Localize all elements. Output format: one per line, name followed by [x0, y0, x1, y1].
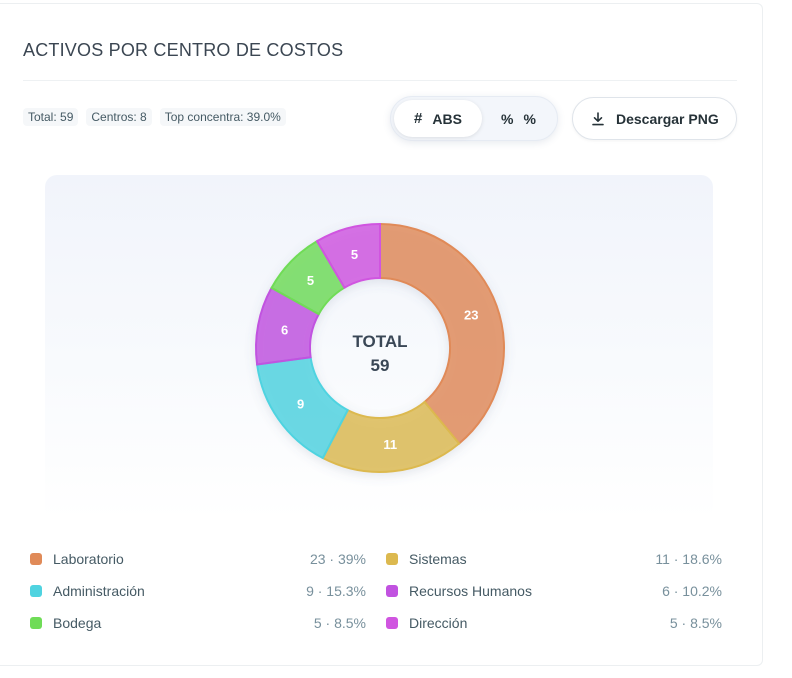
card-title: ACTIVOS POR CENTRO DE COSTOS: [23, 40, 344, 60]
legend-value: 9 · 15.3%: [306, 583, 366, 599]
legend-swatch: [30, 585, 42, 597]
legend-value: 5 · 8.5%: [669, 615, 722, 631]
percent-icon: %: [501, 110, 514, 127]
slice-label-bodega: 5: [307, 273, 314, 288]
download-png-button[interactable]: Descargar PNG: [572, 97, 737, 140]
title-divider: [23, 80, 737, 81]
download-label: Descargar PNG: [616, 110, 719, 127]
stats-row: Total: 59 Centros: 8 Top concentra: 39.0…: [23, 108, 286, 126]
legend-label: Dirección: [409, 615, 468, 631]
legend-value: 11 · 18.6%: [655, 551, 722, 567]
center-total-label: TOTAL: [352, 332, 407, 351]
legend-swatch: [386, 553, 398, 565]
legend-label: Administración: [53, 583, 145, 599]
legend-item-bodega[interactable]: Bodega 5 · 8.5%: [30, 612, 366, 634]
abs-label: ABS: [432, 110, 462, 127]
stat-top: Top concentra: 39.0%: [159, 108, 286, 126]
mode-toggle: # ABS % %: [390, 96, 558, 141]
slice-label-recursos-humanos: 6: [281, 323, 288, 338]
legend-item-recursos-humanos[interactable]: Recursos Humanos 6 · 10.2%: [386, 580, 722, 602]
chart-area: 23 11 9 6 5 5 TOTAL 59: [45, 175, 713, 520]
donut-chart: 23 11 9 6 5 5 TOTAL 59: [255, 222, 505, 473]
legend-label: Recursos Humanos: [409, 583, 532, 599]
legend-swatch: [386, 617, 398, 629]
legend-value: 6 · 10.2%: [662, 583, 722, 599]
legend-label: Laboratorio: [53, 551, 124, 567]
slice-label-sistemas: 11: [383, 437, 397, 452]
slice-label-direccion: 5: [351, 247, 358, 262]
hash-icon: #: [414, 110, 423, 127]
legend-value: 5 · 8.5%: [313, 615, 366, 631]
legend-item-laboratorio[interactable]: Laboratorio 23 · 39%: [30, 548, 366, 570]
legend-label: Sistemas: [409, 551, 467, 567]
slice-label-laboratorio: 23: [464, 308, 478, 323]
slice-direccion[interactable]: [315, 222, 381, 290]
chart-card: ACTIVOS POR CENTRO DE COSTOS Total: 59 C…: [0, 3, 763, 666]
percent-label: %: [523, 110, 536, 127]
stat-centers: Centros: 8: [86, 108, 152, 126]
legend-item-administracion[interactable]: Administración 9 · 15.3%: [30, 580, 366, 602]
slice-label-administracion: 9: [297, 396, 304, 411]
legend-value: 23 · 39%: [309, 551, 366, 567]
download-icon: [592, 111, 604, 125]
legend-item-sistemas[interactable]: Sistemas 11 · 18.6%: [386, 548, 722, 570]
slice-laboratorio[interactable]: [379, 222, 505, 445]
legend-swatch: [386, 585, 398, 597]
abs-toggle-button[interactable]: # ABS: [394, 100, 482, 137]
percent-toggle-button[interactable]: % %: [489, 100, 553, 137]
legend-swatch: [30, 553, 42, 565]
center-total-value: 59: [371, 356, 390, 375]
stat-total: Total: 59: [23, 108, 79, 126]
legend-swatch: [30, 617, 42, 629]
legend-label: Bodega: [53, 615, 102, 631]
legend-item-direccion[interactable]: Dirección 5 · 8.5%: [386, 612, 722, 634]
